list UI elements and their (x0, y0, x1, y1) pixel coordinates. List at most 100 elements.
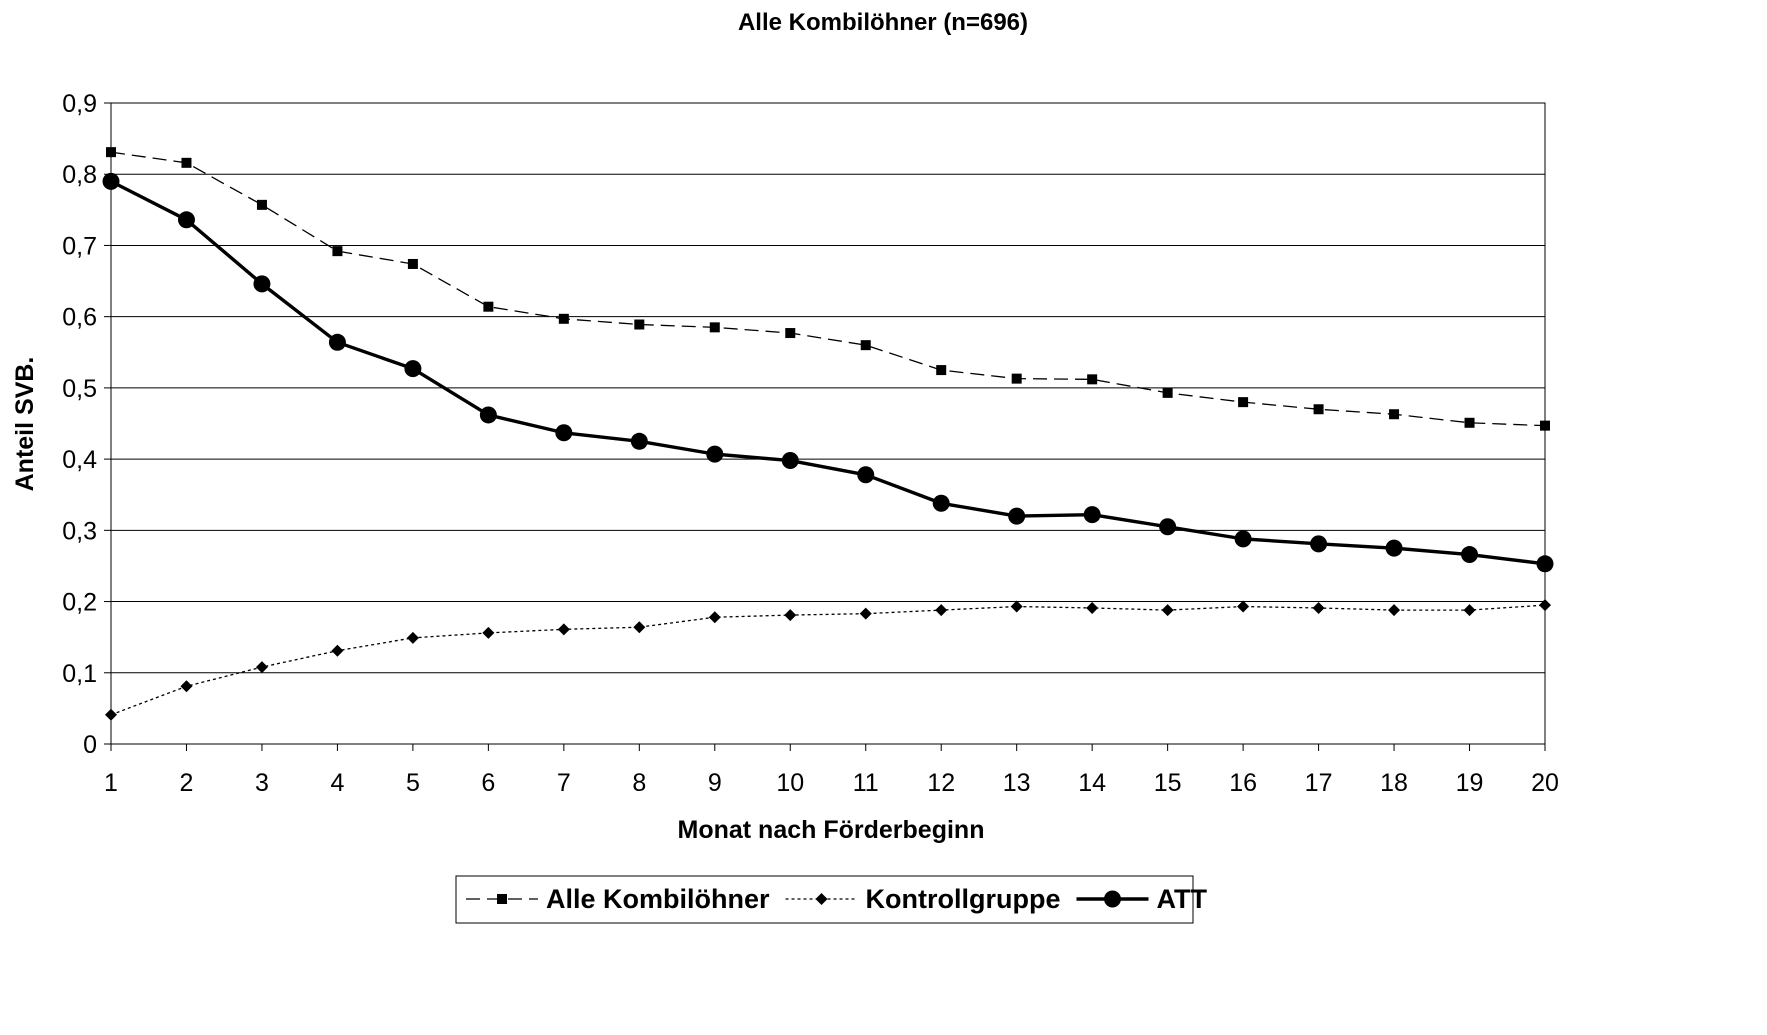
legend-item: ATT (1076, 884, 1208, 914)
series-kontrollgruppe (105, 599, 1551, 721)
data-point (1238, 397, 1249, 408)
y-tick-label: 0,5 (62, 375, 97, 403)
legend-swatch-marker (497, 894, 507, 904)
data-point (331, 644, 344, 657)
data-point (256, 199, 267, 210)
data-point (1083, 506, 1101, 524)
data-point (558, 313, 569, 324)
x-tick-label: 20 (1531, 769, 1559, 797)
y-tick-label: 0,9 (62, 90, 97, 118)
x-tick-label: 5 (406, 769, 420, 797)
data-point (105, 708, 117, 721)
data-point (1463, 604, 1476, 617)
legend-swatch-marker (815, 893, 828, 905)
data-point (1312, 601, 1325, 614)
data-point (860, 340, 871, 351)
data-point (1536, 555, 1554, 573)
data-point (630, 432, 648, 450)
data-point (557, 623, 570, 636)
x-tick-label: 1 (104, 769, 118, 797)
data-point (102, 172, 120, 190)
legend: Alle Kombilöhner Kontrollgruppe ATT (455, 875, 1208, 924)
legend-label: Alle Kombilöhner (546, 884, 770, 914)
data-point (483, 301, 494, 312)
series-line (110, 604, 1546, 716)
data-point (706, 445, 724, 463)
series-layer (102, 147, 1554, 721)
x-tick-label: 17 (1305, 769, 1333, 797)
data-point (1389, 409, 1400, 420)
data-point (180, 680, 193, 693)
data-point (406, 631, 419, 644)
data-point (1539, 599, 1551, 612)
data-point (1162, 387, 1173, 398)
data-point (1313, 404, 1324, 415)
x-tick-label: 6 (481, 769, 495, 797)
x-tick-label: 2 (180, 769, 194, 797)
y-tick-label: 0,3 (62, 517, 97, 545)
data-point (106, 147, 116, 158)
data-point (404, 360, 422, 378)
x-axis-title: Monat nach Förderbeginn (678, 816, 985, 844)
data-point (708, 611, 721, 624)
data-point (709, 322, 720, 333)
data-point (932, 494, 950, 512)
data-point (781, 452, 799, 470)
data-point (555, 424, 573, 442)
y-tick-label: 0 (83, 731, 97, 759)
data-point (1237, 600, 1250, 613)
gridlines (111, 173, 1545, 674)
data-point (479, 406, 497, 424)
data-point (1011, 373, 1022, 384)
x-tick-label: 10 (776, 769, 804, 797)
y-tick-label: 0,6 (62, 304, 97, 332)
x-axis: 1 2 3 4 5 6 7 8 9 10 11 12 13 14 15 16 17 18 19 20 (104, 744, 1559, 797)
data-point (859, 607, 872, 620)
data-point (857, 466, 875, 484)
plot-area-border (110, 102, 1546, 745)
data-point (1540, 420, 1550, 431)
data-point (633, 621, 646, 634)
y-tick-label: 0,1 (62, 660, 97, 688)
x-tick-label: 3 (255, 769, 269, 797)
y-axis: 0 0,1 0,2 0,3 0,4 0,5 0,6 0,7 0,8 0,9 (62, 90, 111, 759)
x-tick-label: 14 (1078, 769, 1106, 797)
x-tick-label: 4 (330, 769, 344, 797)
y-tick-label: 0,8 (62, 161, 97, 189)
data-point (1161, 604, 1174, 617)
data-point (177, 211, 195, 229)
series-line (110, 179, 1546, 566)
x-tick-label: 16 (1229, 769, 1257, 797)
data-point (1086, 601, 1099, 614)
x-tick-label: 7 (557, 769, 571, 797)
data-point (1464, 417, 1475, 428)
x-tick-label: 12 (927, 769, 955, 797)
y-axis-title: Anteil SVB. (11, 357, 39, 492)
data-point (1388, 604, 1401, 617)
data-point (1087, 374, 1098, 385)
x-tick-label: 19 (1456, 769, 1484, 797)
data-point (253, 275, 271, 293)
x-tick-label: 15 (1154, 769, 1182, 797)
data-point (785, 328, 796, 339)
data-point (1234, 530, 1252, 548)
x-tick-label: 13 (1003, 769, 1031, 797)
data-point (1159, 518, 1177, 536)
data-point (181, 157, 192, 168)
y-tick-label: 0,4 (62, 446, 97, 474)
legend-label: ATT (1157, 884, 1208, 914)
data-point (936, 365, 947, 376)
series-alle-kombil-hner (106, 147, 1550, 431)
data-point (332, 246, 343, 257)
legend-item: Alle Kombilöhner (466, 884, 770, 914)
data-point (1385, 539, 1403, 557)
legend-label: Kontrollgruppe (866, 884, 1061, 914)
data-point (634, 319, 645, 330)
legend-swatch-marker (1104, 890, 1121, 908)
legend-item: Kontrollgruppe (785, 884, 1061, 914)
data-point (255, 661, 268, 674)
data-point (328, 333, 346, 351)
data-point (1310, 535, 1328, 553)
data-point (1010, 600, 1023, 613)
